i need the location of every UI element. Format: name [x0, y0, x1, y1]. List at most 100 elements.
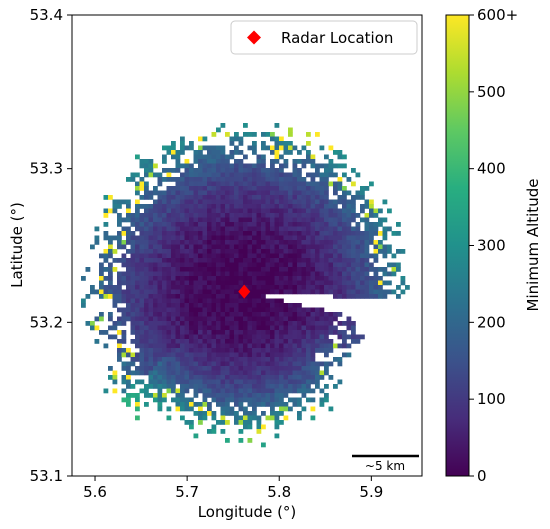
- heatmap-cell: [247, 276, 253, 281]
- heatmap-cell: [144, 271, 149, 277]
- heatmap-cell: [283, 343, 289, 349]
- heatmap-cell: [139, 325, 145, 331]
- heatmap-cell: [243, 244, 248, 250]
- heatmap-cell: [211, 388, 217, 394]
- heatmap-cell: [342, 276, 347, 281]
- heatmap-cell: [351, 195, 356, 200]
- heatmap-cell: [373, 253, 379, 259]
- heatmap-cell: [112, 370, 118, 376]
- heatmap-cell: [256, 280, 262, 286]
- heatmap-cell: [126, 280, 131, 286]
- heatmap-cell: [238, 150, 244, 155]
- heatmap-cell: [288, 217, 293, 223]
- heatmap-cell: [216, 145, 221, 151]
- heatmap-cell: [247, 145, 253, 151]
- heatmap-cell: [202, 334, 208, 340]
- heatmap-cell: [81, 298, 86, 304]
- heatmap-cell: [157, 366, 163, 371]
- heatmap-cell: [297, 235, 302, 241]
- heatmap-cell: [171, 303, 176, 308]
- heatmap-cell: [261, 289, 266, 295]
- heatmap-cell: [148, 267, 154, 272]
- heatmap-cell: [297, 204, 302, 209]
- heatmap-cell: [306, 307, 311, 313]
- heatmap-cell: [324, 249, 329, 254]
- heatmap-cell: [220, 253, 226, 259]
- heatmap-cell: [202, 190, 208, 196]
- heatmap-cell: [229, 136, 235, 142]
- heatmap-cell: [288, 127, 293, 133]
- heatmap-cell: [274, 195, 280, 200]
- heatmap-cell: [207, 294, 212, 299]
- heatmap-cell: [279, 253, 284, 259]
- heatmap-cell: [292, 312, 298, 317]
- heatmap-cell: [220, 172, 226, 178]
- heatmap-cell: [108, 280, 113, 286]
- heatmap-cell: [328, 267, 334, 272]
- heatmap-cell: [193, 289, 199, 295]
- heatmap-cell: [184, 226, 190, 232]
- heatmap-cell: [207, 177, 212, 182]
- heatmap-cell: [283, 199, 289, 205]
- heatmap-cell: [207, 217, 212, 223]
- heatmap-cell: [387, 271, 392, 277]
- heatmap-cell: [207, 276, 212, 281]
- heatmap-cell: [157, 361, 163, 367]
- heatmap-cell: [157, 294, 163, 299]
- heatmap-cell: [351, 334, 356, 340]
- heatmap-cell: [292, 195, 298, 200]
- heatmap-cell: [198, 415, 203, 421]
- heatmap-cell: [153, 222, 158, 227]
- heatmap-cell: [270, 163, 275, 169]
- heatmap-cell: [346, 231, 352, 236]
- heatmap-cell: [243, 177, 248, 182]
- heatmap-cell: [234, 145, 239, 151]
- heatmap-cell: [108, 285, 113, 290]
- heatmap-cell: [261, 384, 266, 389]
- heatmap-cell: [171, 145, 176, 151]
- heatmap-cell: [292, 163, 298, 169]
- heatmap-cell: [256, 343, 262, 349]
- heatmap-cell: [207, 244, 212, 250]
- heatmap-cell: [157, 343, 163, 349]
- heatmap-cell: [198, 195, 203, 200]
- heatmap-cell: [171, 154, 176, 160]
- heatmap-cell: [234, 276, 239, 281]
- heatmap-cell: [328, 343, 334, 349]
- heatmap-cell: [279, 204, 284, 209]
- heatmap-cell: [279, 177, 284, 182]
- heatmap-cell: [324, 366, 329, 371]
- heatmap-cell: [99, 280, 104, 286]
- heatmap-cell: [328, 145, 334, 151]
- heatmap-cell: [310, 195, 316, 200]
- heatmap-cell: [283, 321, 289, 326]
- heatmap-cell: [184, 159, 190, 164]
- heatmap-cell: [238, 267, 244, 272]
- heatmap-cell: [247, 177, 253, 182]
- heatmap-cell: [139, 312, 145, 317]
- heatmap-cell: [252, 181, 257, 187]
- heatmap-cell: [184, 181, 190, 187]
- heatmap-cell: [148, 366, 154, 371]
- heatmap-cell: [274, 123, 280, 128]
- heatmap-cell: [135, 213, 140, 218]
- heatmap-cell: [198, 159, 203, 164]
- heatmap-cell: [396, 249, 401, 254]
- heatmap-cell: [292, 177, 298, 182]
- heatmap-cell: [261, 240, 266, 245]
- colorbar-tick-label: 400: [477, 160, 506, 178]
- heatmap-cell: [324, 330, 329, 335]
- heatmap-cell: [279, 168, 284, 173]
- heatmap-cell: [351, 226, 356, 232]
- heatmap-cell: [364, 271, 370, 277]
- heatmap-cell: [261, 271, 266, 277]
- heatmap-cell: [189, 307, 194, 313]
- heatmap-cell: [274, 217, 280, 223]
- heatmap-cell: [265, 280, 271, 286]
- heatmap-cell: [319, 307, 325, 313]
- heatmap-cell: [364, 276, 370, 281]
- heatmap-cell: [135, 172, 140, 178]
- heatmap-cell: [288, 330, 293, 335]
- heatmap-cell: [261, 181, 266, 187]
